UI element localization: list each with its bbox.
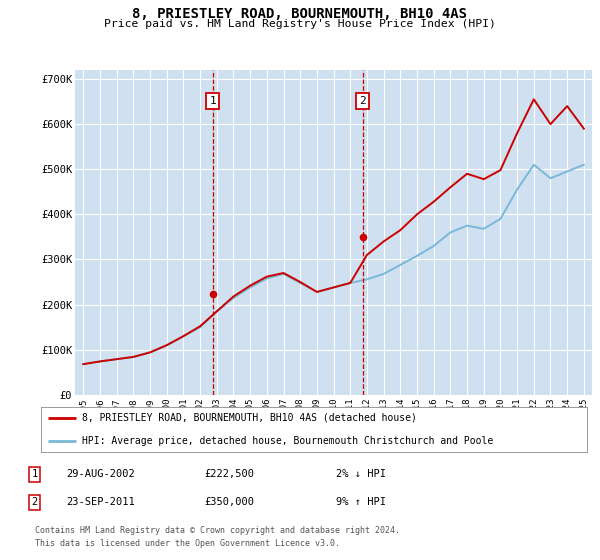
Text: 2: 2 (359, 96, 366, 106)
Text: 29-AUG-2002: 29-AUG-2002 (66, 469, 135, 479)
Text: 2: 2 (32, 497, 38, 507)
Text: Contains HM Land Registry data © Crown copyright and database right 2024.: Contains HM Land Registry data © Crown c… (35, 526, 400, 535)
Text: 1: 1 (32, 469, 38, 479)
Text: 8, PRIESTLEY ROAD, BOURNEMOUTH, BH10 4AS: 8, PRIESTLEY ROAD, BOURNEMOUTH, BH10 4AS (133, 7, 467, 21)
Text: 9% ↑ HPI: 9% ↑ HPI (336, 497, 386, 507)
Text: 2% ↓ HPI: 2% ↓ HPI (336, 469, 386, 479)
Text: Price paid vs. HM Land Registry's House Price Index (HPI): Price paid vs. HM Land Registry's House … (104, 19, 496, 29)
Text: This data is licensed under the Open Government Licence v3.0.: This data is licensed under the Open Gov… (35, 539, 340, 548)
Text: £350,000: £350,000 (204, 497, 254, 507)
Text: 1: 1 (209, 96, 216, 106)
Text: £222,500: £222,500 (204, 469, 254, 479)
Text: 8, PRIESTLEY ROAD, BOURNEMOUTH, BH10 4AS (detached house): 8, PRIESTLEY ROAD, BOURNEMOUTH, BH10 4AS… (82, 413, 416, 423)
Text: 23-SEP-2011: 23-SEP-2011 (66, 497, 135, 507)
Text: HPI: Average price, detached house, Bournemouth Christchurch and Poole: HPI: Average price, detached house, Bour… (82, 436, 493, 446)
